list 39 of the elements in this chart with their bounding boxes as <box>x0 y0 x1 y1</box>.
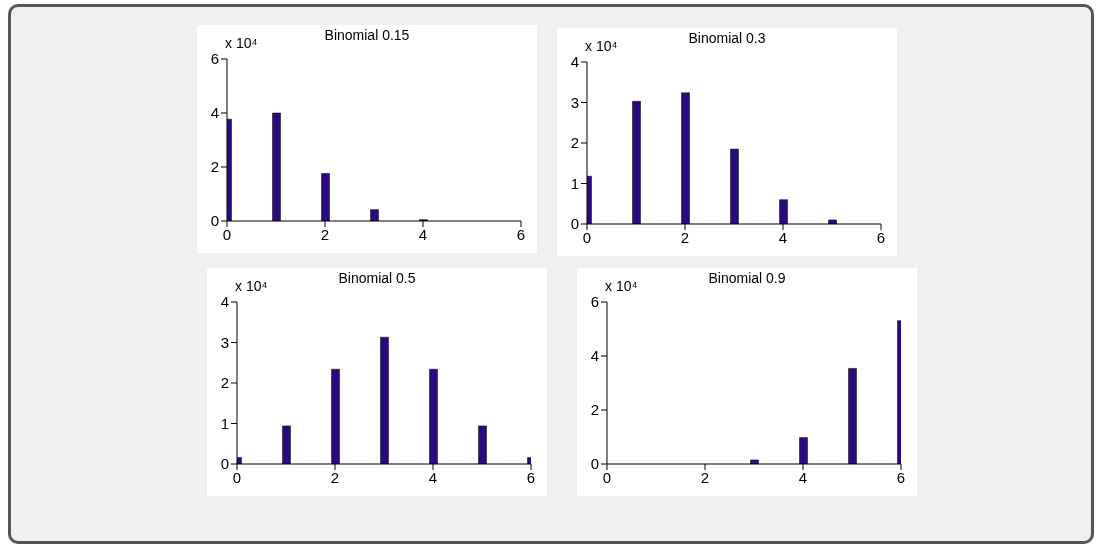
y-tick-label: 6 <box>590 293 599 311</box>
y-tick-label: 4 <box>210 104 219 122</box>
x-tick-label: 4 <box>798 468 808 486</box>
text: x 10⁴ <box>605 278 638 294</box>
y-tick-label: 1 <box>570 174 579 192</box>
x-tick-label: 2 <box>680 228 690 246</box>
x-tick-label: 0 <box>232 468 242 486</box>
x-tick-label: 6 <box>896 468 906 486</box>
x-tick-label: 4 <box>418 225 428 243</box>
y-tick-label: 0 <box>210 212 219 230</box>
y-tick-label: 2 <box>210 158 219 176</box>
y-tick-label: 2 <box>220 374 229 392</box>
x-tick-label: 6 <box>526 468 536 486</box>
chart-title: Binomial 0.15 <box>324 27 410 43</box>
y-tick-label: 4 <box>570 53 579 71</box>
y-tick-label: 6 <box>210 50 219 68</box>
chart-title: Binomial 0.9 <box>708 270 786 286</box>
y-tick-label: 0 <box>220 455 229 473</box>
y-tick-label: 3 <box>570 93 579 111</box>
x-tick-label: 2 <box>700 468 710 486</box>
y-tick-label: 2 <box>590 401 599 419</box>
text: x 10⁴ <box>225 35 258 51</box>
x-tick-label: 4 <box>428 468 438 486</box>
y-tick-label: 2 <box>570 134 579 152</box>
x-tick-label: 6 <box>876 228 886 246</box>
chart-title: Binomial 0.5 <box>338 270 416 286</box>
x-tick-label: 2 <box>320 225 330 243</box>
y-tick-label: 1 <box>220 414 229 432</box>
x-tick-label: 2 <box>330 468 340 486</box>
y-tick-label: 3 <box>220 333 229 351</box>
y-tick-label: 0 <box>590 455 599 473</box>
x-tick-label: 6 <box>516 225 526 243</box>
chart-title: Binomial 0.3 <box>688 30 766 46</box>
x-tick-label: 4 <box>778 228 788 246</box>
y-tick-label: 4 <box>220 293 229 311</box>
text: x 10⁴ <box>585 38 618 54</box>
x-tick-label: 0 <box>602 468 612 486</box>
y-tick-label: 4 <box>590 347 599 365</box>
text: x 10⁴ <box>235 278 268 294</box>
